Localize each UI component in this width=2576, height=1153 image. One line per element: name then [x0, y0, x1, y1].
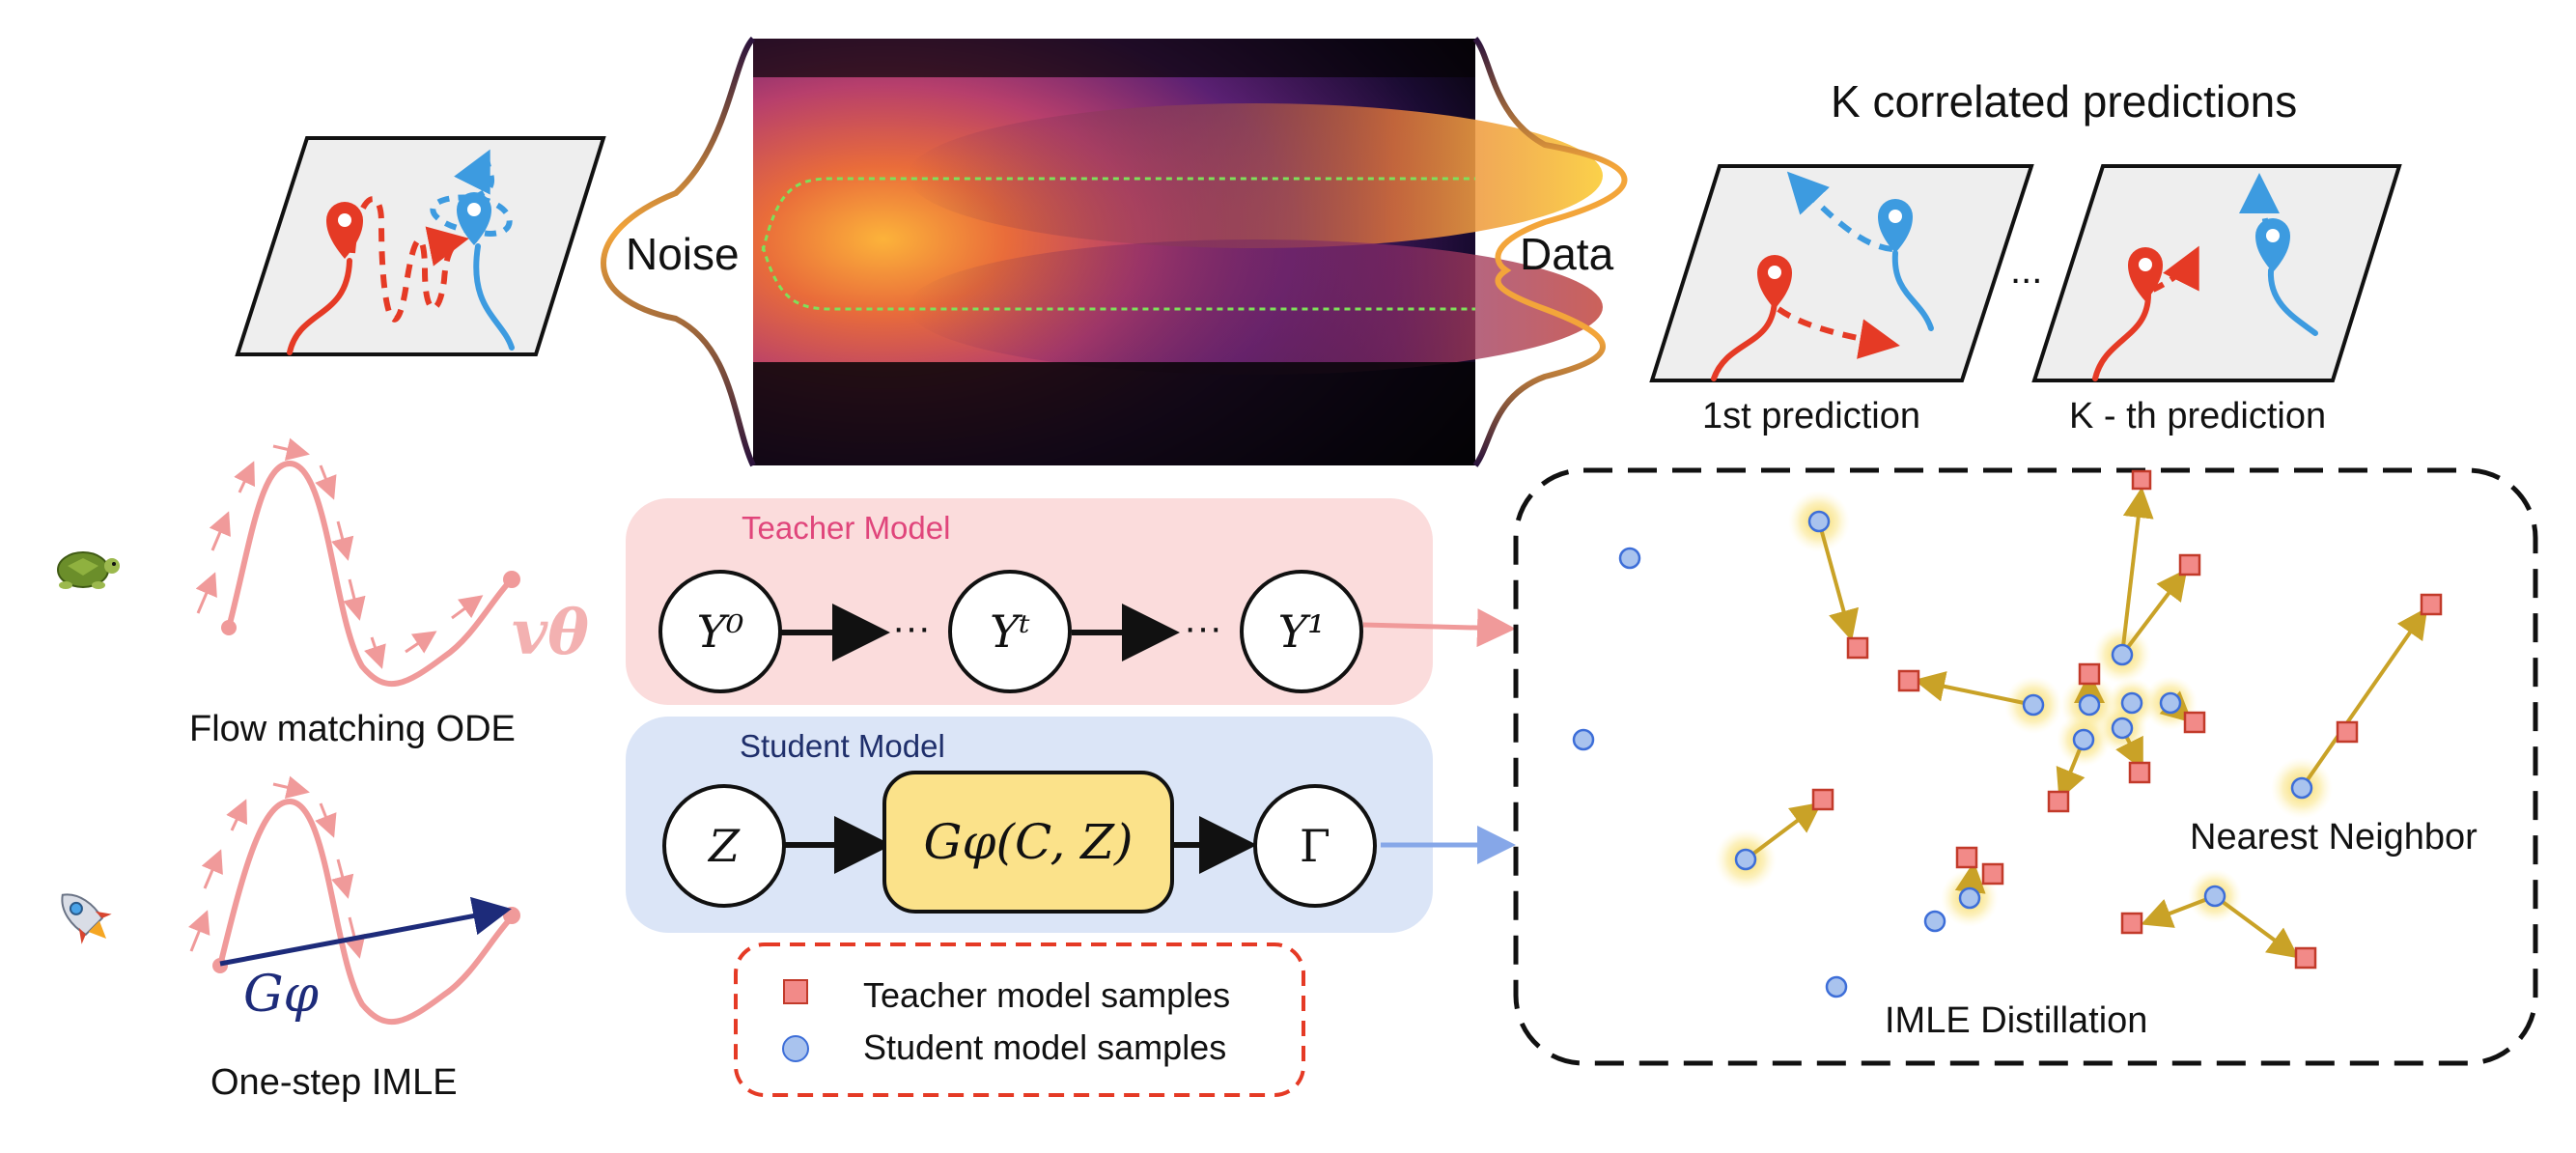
nearest-neighbor-label: Nearest Neighbor [2190, 817, 2478, 858]
prediction-card-k [2031, 164, 2402, 382]
flow-matching-label: Flow matching ODE [189, 709, 516, 749]
one-step-imle-label: One-step IMLE [210, 1062, 458, 1103]
trajectory-card [235, 136, 606, 356]
node-z: Z [662, 784, 786, 908]
student-model-title: Student Model [740, 728, 945, 764]
teacher-sample-marker [783, 979, 808, 1004]
prediction-card-1 [1649, 164, 2034, 382]
red-location-pin-icon [1757, 255, 1792, 309]
blue-location-pin-icon [1878, 199, 1913, 253]
v-theta-label: vθ [512, 597, 589, 669]
legend-student-label: Student model samples [863, 1027, 1227, 1067]
ellipsis: ... [2010, 249, 2043, 292]
flow-heatmap [601, 36, 1628, 467]
data-label: Data [1520, 229, 1614, 279]
teacher-dots-2: ··· [1184, 606, 1222, 649]
teacher-dots-1: ··· [892, 606, 931, 649]
flow-matching-curve [195, 437, 520, 687]
node-y1: Y¹ [1240, 570, 1363, 693]
red-location-pin-icon [2128, 247, 2163, 301]
kth-prediction-label: K - th prediction [2069, 396, 2327, 436]
k-correlated-title: K correlated predictions [1831, 76, 2298, 127]
node-y0: Y⁰ [658, 570, 782, 693]
teacher-model-title: Teacher Model [742, 510, 951, 546]
imle-distillation-label: IMLE Distillation [1885, 1000, 2148, 1041]
student-sample-marker [782, 1035, 809, 1062]
imle-samples [1572, 469, 2443, 998]
legend-box [734, 942, 1305, 1097]
turtle-icon [57, 551, 120, 589]
g-phi-label: Gφ [243, 966, 319, 1024]
generator-box: Gφ(C, Z) [882, 771, 1174, 914]
node-gamma: Γ [1253, 784, 1377, 908]
legend-teacher-label: Teacher model samples [863, 975, 1231, 1015]
red-location-pin-icon [326, 202, 363, 259]
first-prediction-label: 1st prediction [1702, 396, 1921, 436]
blue-location-pin-icon [457, 192, 491, 245]
node-yt: Yᵗ [948, 570, 1072, 693]
rocket-icon [61, 893, 112, 944]
blue-location-pin-icon [2255, 218, 2290, 272]
one-step-imle-curve [188, 775, 520, 1025]
noise-label: Noise [626, 229, 740, 279]
imle-distillation-box [1513, 467, 2538, 1066]
